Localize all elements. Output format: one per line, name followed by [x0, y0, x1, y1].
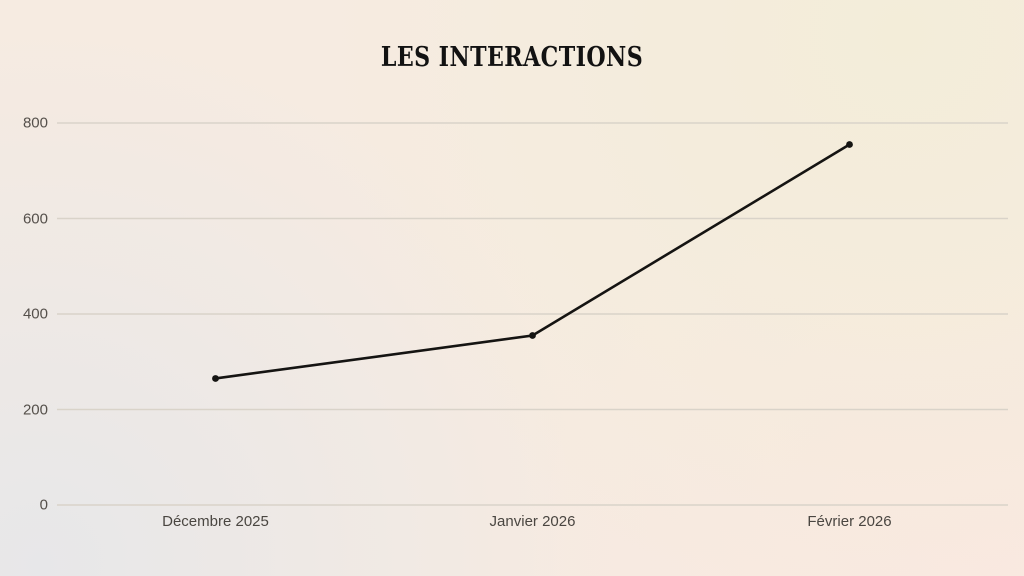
- y-tick-label: 400: [22, 305, 48, 323]
- y-tick-label: 200: [22, 401, 48, 418]
- x-tick-label: Décembre 2025: [162, 513, 269, 530]
- x-tick-label: Février 2026: [807, 513, 892, 530]
- y-tick-label: 600: [22, 210, 48, 227]
- y-tick-label: 0: [39, 496, 48, 514]
- x-axis-labels: Décembre 2025 Janvier 2026 Février 2026: [57, 513, 1008, 539]
- y-axis-labels: 0 200 400 600 800: [0, 115, 48, 514]
- line-chart: [57, 122, 1008, 506]
- plot-area: [57, 122, 1008, 506]
- data-point: [846, 141, 853, 148]
- data-line: [215, 143, 851, 380]
- x-tick-label: Janvier 2026: [489, 513, 576, 530]
- y-tick-label: 800: [22, 114, 48, 132]
- data-point: [529, 332, 536, 339]
- data-point: [212, 375, 219, 382]
- chart-title: LES INTERACTIONS: [380, 42, 644, 73]
